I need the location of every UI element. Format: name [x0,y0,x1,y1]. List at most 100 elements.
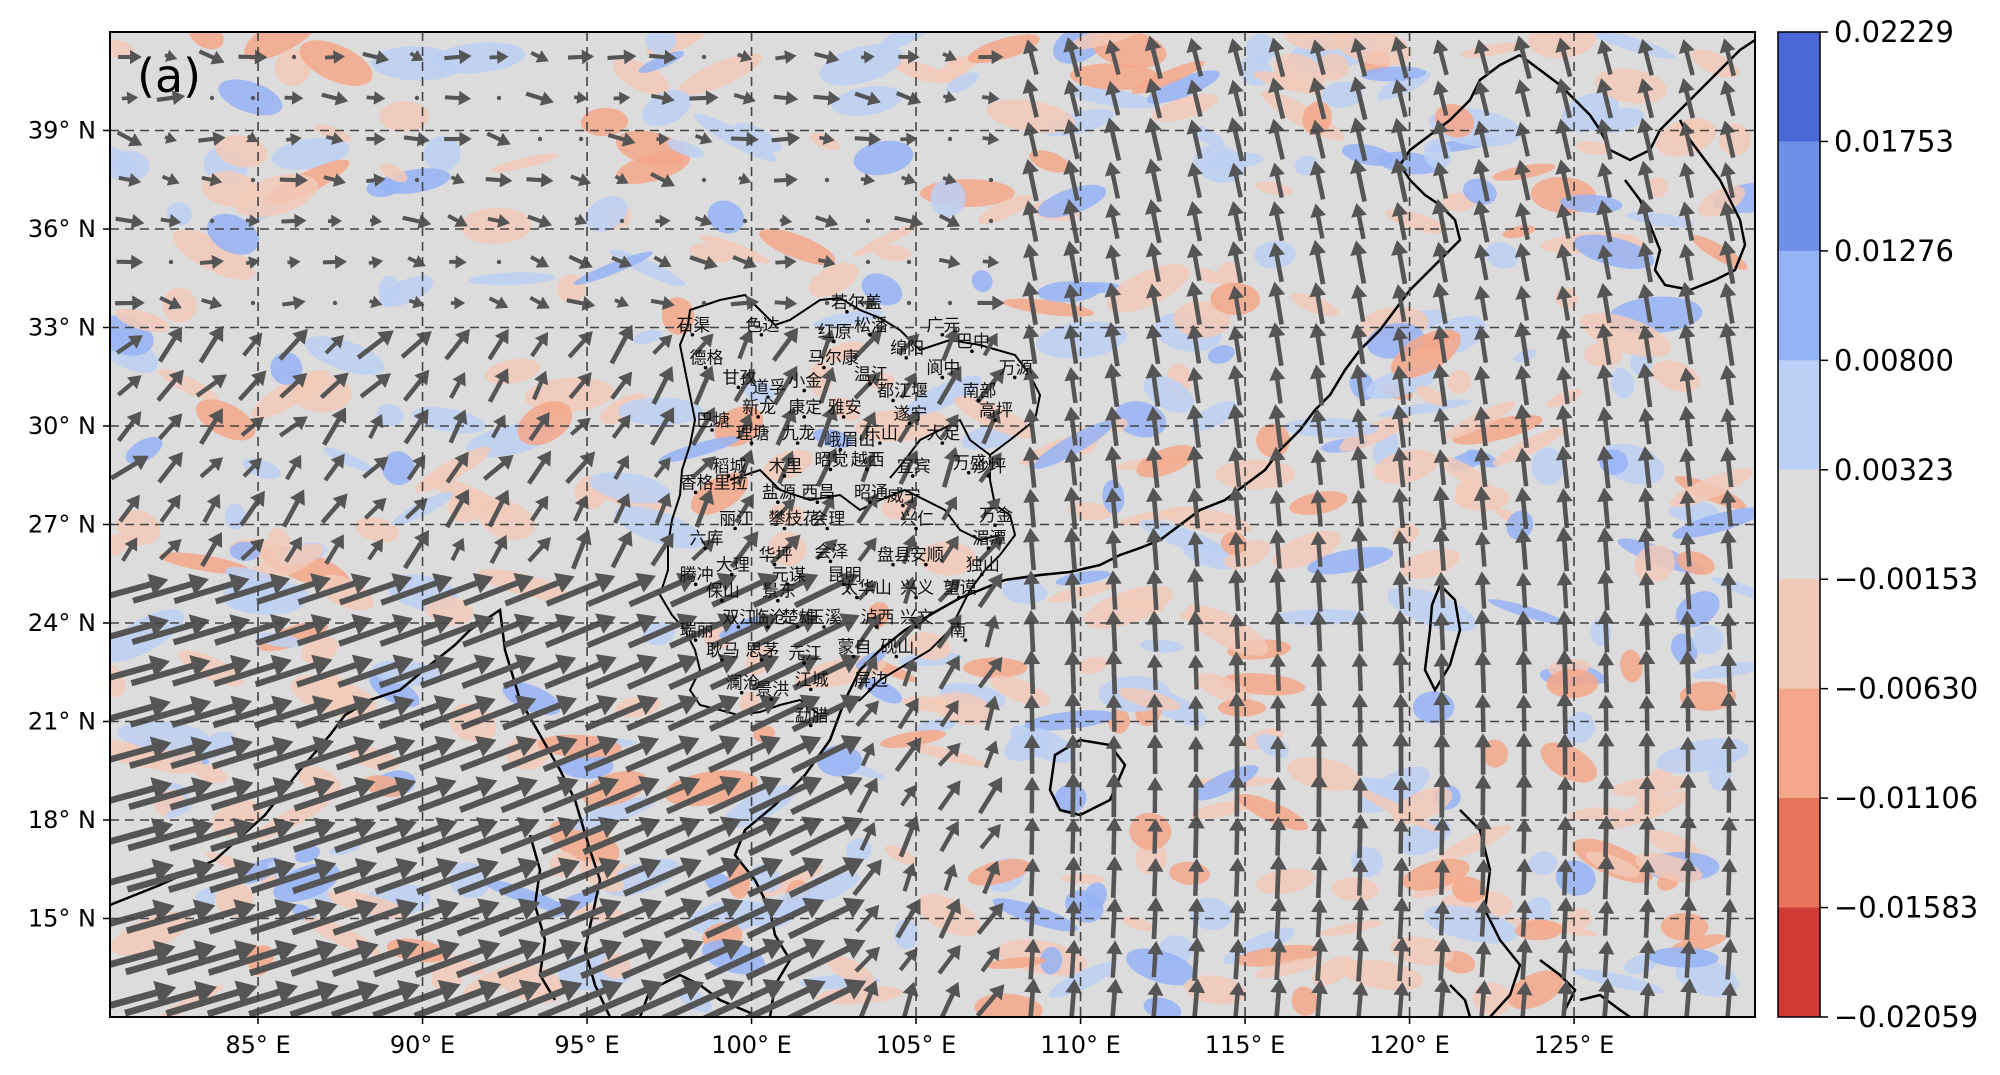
wind-calm-dot [988,218,994,224]
wind-arrow-shaft [709,656,774,691]
wind-arrow-shaft [374,861,452,895]
contour-patch [1572,968,1664,994]
wind-arrow-shaft [413,983,495,1017]
wind-arrow-head [536,296,550,309]
wind-arrow-head [1597,815,1615,830]
wind-arrow-shaft [210,781,288,811]
wind-arrow-head [1105,610,1123,625]
wind-arrow-head [1679,896,1697,911]
wind-arrow-head [944,172,957,186]
contour-patch [1585,851,1640,878]
contour-patch [1515,919,1563,941]
wind-arrow-shaft [787,900,860,940]
wind-arrow-head [1186,281,1204,297]
wind-calm-dot [824,177,830,183]
wind-arrow-head [1147,777,1164,791]
contour-patch [707,200,745,234]
wind-arrow-head [518,938,541,962]
station-dot [726,474,731,478]
wind-arrow-head [1350,363,1368,380]
lat-tick-label: 21° N [28,708,96,736]
wind-arrow-head [820,329,836,344]
wind-arrow-head [130,213,145,229]
colorbar-tick-label: 0.00800 [1834,343,1954,377]
wind-arrow-head [153,980,177,1005]
wind-arrow-shaft [334,780,410,812]
wind-arrow-head [246,131,259,143]
wind-arrow-head [866,91,881,106]
wind-arrow-shaft [662,941,739,980]
wind-arrow-head [946,742,961,758]
station-label: 临沧 [752,608,786,628]
wind-arrow-head [1680,736,1696,750]
contour-patch [880,729,946,748]
contour-patch [580,107,629,137]
wind-arrow-head [616,295,630,308]
wind-arrow-head [946,780,961,796]
wind-arrow-head [165,131,177,144]
wind-arrow-head [677,694,699,715]
contour-patch [1253,71,1323,95]
station-dot [776,500,780,505]
wind-arrow-head [596,694,618,716]
wind-arrow-head [230,695,252,718]
colorbar-segment [1778,32,1820,142]
wind-arrow-head [209,173,223,187]
wind-arrow-shaft [752,575,814,608]
wind-arrow-head [473,654,495,676]
wind-arrow-head [1514,404,1532,420]
wind-arrow-head [234,980,258,1005]
wind-arrow-head [1351,652,1368,667]
wind-arrow-head [513,572,534,594]
wind-arrow-head [126,91,139,105]
station-dot [963,638,968,642]
wind-arrow-shaft [707,778,776,815]
wind-arrow-shaft [338,617,407,647]
contour-patch [1068,32,1152,50]
wind-arrow-head [189,655,211,677]
wind-arrow-head [1187,773,1205,788]
wind-arrow-shaft [169,781,248,811]
wind-arrow-head [1513,35,1531,52]
wind-arrow-shaft [537,982,617,1017]
wind-arrow-head [1106,940,1123,955]
wind-arrow-head [863,777,879,794]
wind-arrow-head [1392,530,1409,545]
wind-arrow-head [1474,531,1491,546]
station-dot [766,395,770,399]
wind-arrow-head [1638,731,1656,747]
wind-arrow-head [1147,940,1164,955]
station-label: 昭觉 [815,450,849,470]
wind-arrow-shaft [166,944,250,976]
wind-arrow-head [1556,243,1573,259]
contour-patch [702,940,766,975]
station-label: 太华山 [841,578,892,598]
wind-arrow-shaft [291,862,371,895]
station-label: 会理 [811,510,845,530]
wind-arrow-head [189,695,212,718]
wind-arrow-shaft [248,944,332,977]
wind-arrow-shaft [789,778,858,816]
station-label: 大足 [926,424,960,444]
wind-arrow-head [1391,404,1409,420]
contour-patch [861,273,903,306]
station-dot [720,598,724,603]
wind-arrow-head [334,91,349,106]
wind-arrow-shaft [171,659,245,687]
station-dot [759,332,764,337]
colorbar-tick-label: 0.01276 [1834,234,1954,268]
wind-arrow-head [167,538,182,554]
wind-arrow-shaft [248,984,333,1017]
wind-arrow-head [1556,366,1573,381]
wind-arrow-shaft [540,820,614,855]
wind-arrow-shaft [745,940,820,981]
wind-arrow-shaft [110,619,163,640]
contour-patch [1584,342,1622,367]
wind-arrow-head [594,572,616,593]
station-dot [868,382,872,386]
wind-arrow-head [291,91,304,105]
wind-arrow-head [1186,324,1204,340]
wind-arrow-head [1024,857,1041,872]
wind-arrow-shaft [173,577,244,605]
wind-arrow-head [945,897,962,915]
